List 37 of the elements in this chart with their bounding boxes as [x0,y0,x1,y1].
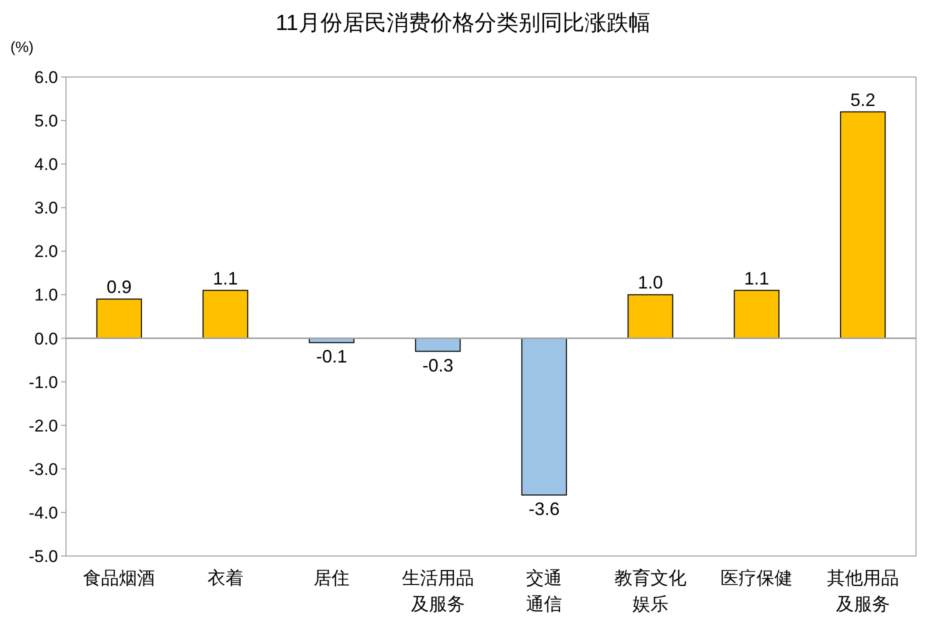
data-label: -0.3 [422,355,454,376]
y-tick-label: 2.0 [34,242,58,262]
x-tick-label: 医疗保健 [720,568,793,588]
y-tick-label: 3.0 [34,198,58,218]
data-label: 0.9 [106,277,132,298]
x-tick-label: 居住 [314,568,350,588]
data-label: 1.1 [744,268,770,288]
data-label: -3.6 [528,499,560,520]
x-tick-label: 教育文化娱乐 [614,568,686,614]
bar [415,338,461,352]
y-tick-label: -4.0 [28,503,58,522]
chart-title: 11月份居民消费价格分类别同比涨跌幅 [276,10,650,35]
x-tick-label: 衣着 [207,568,244,588]
y-tick-label: 4.0 [34,155,58,174]
bar [96,298,142,339]
bar [202,290,248,339]
y-tick-label: -3.0 [28,460,58,479]
bar [628,294,674,339]
x-tick-label: 食品烟酒 [83,568,156,588]
x-tick-label: 生活用品及服务 [402,568,474,614]
data-label: 5.2 [850,90,876,110]
y-tick-label: 0.0 [34,329,58,348]
y-tick-label: -2.0 [28,416,58,436]
y-tick-label: 5.0 [34,112,58,131]
data-label: 1.1 [212,268,238,288]
y-tick-label: -1.0 [28,372,58,392]
data-label: 1.0 [638,272,663,293]
y-tick-label: -5.0 [28,547,58,566]
bar [840,111,886,339]
data-label: -0.1 [316,346,348,367]
y-axis-title: (%) [10,39,34,56]
x-tick-label: 交通通信 [526,568,562,614]
bar [734,290,780,339]
y-tick-label: 6.0 [34,68,58,87]
y-tick-label: 1.0 [34,286,58,305]
x-tick-label: 其他用品及服务 [826,568,899,614]
bar [521,338,567,496]
